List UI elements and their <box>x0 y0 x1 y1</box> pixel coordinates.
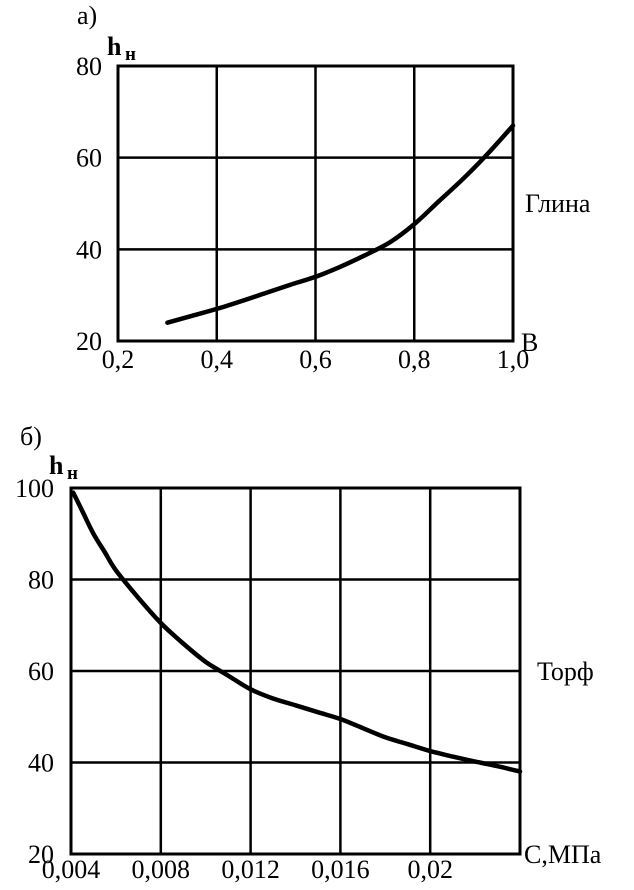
chart-b-y-tick-label: 100 <box>15 474 54 503</box>
chart-b-ylabel: h <box>49 451 64 480</box>
chart-b-ylabel-sub: н <box>67 463 78 484</box>
chart-a-y-axis: 20 40 60 80 <box>76 52 102 356</box>
chart-a-grid <box>118 66 513 341</box>
chart-a-x-tick-label: 0,6 <box>299 345 332 374</box>
chart-b: б) h н Торф C,МПа 20 40 60 80 100 0,004 0,008… <box>15 422 602 884</box>
chart-a-side-label: Глина <box>525 189 591 218</box>
chart-b-panel-label: б) <box>20 422 42 451</box>
chart-b-plot-frame <box>69 486 522 856</box>
chart-b-series-line <box>70 490 523 774</box>
chart-b-x-tick-label: 0,02 <box>407 855 453 884</box>
chart-b-y-axis: 20 40 60 80 100 <box>15 474 54 869</box>
chart-a: а) h н Глина B 20 40 60 80 0,2 0,4 0,6 0,8 1,0 <box>76 1 591 374</box>
chart-b-y-tick-label: 40 <box>28 749 54 778</box>
chart-b-x-tick-label: 0,004 <box>42 855 101 884</box>
chart-b-side-label: Торф <box>537 657 594 686</box>
chart-a-x-tick-label: 0,8 <box>398 345 431 374</box>
chart-a-xlabel: B <box>521 328 538 357</box>
chart-a-panel-label: а) <box>77 1 97 30</box>
chart-a-ylabel: h <box>107 32 122 61</box>
chart-a-ylabel-sub: н <box>125 44 136 65</box>
chart-a-x-tick-label: 0,4 <box>201 345 234 374</box>
chart-b-y-tick-label: 60 <box>28 657 54 686</box>
chart-a-y-tick-label: 80 <box>76 52 102 81</box>
chart-a-x-tick-label: 0,2 <box>102 345 135 374</box>
chart-a-plot-frame <box>116 64 515 343</box>
chart-b-y-tick-label: 20 <box>28 840 54 869</box>
chart-a-x-axis: 0,2 0,4 0,6 0,8 1,0 <box>102 345 530 374</box>
chart-b-x-axis: 0,004 0,008 0,012 0,016 0,02 <box>42 855 453 884</box>
chart-b-xlabel: C,МПа <box>524 840 602 869</box>
chart-b-x-tick-label: 0,012 <box>221 855 280 884</box>
chart-b-x-tick-label: 0,016 <box>311 855 370 884</box>
chart-a-series-line <box>165 123 516 325</box>
chart-b-x-tick-label: 0,008 <box>132 855 191 884</box>
chart-b-grid <box>71 488 520 854</box>
chart-a-y-tick-label: 60 <box>76 144 102 173</box>
chart-a-x-tick-label: 1,0 <box>497 345 530 374</box>
chart-a-y-tick-label: 20 <box>76 327 102 356</box>
chart-a-y-tick-label: 40 <box>76 235 102 264</box>
chart-b-y-tick-label: 80 <box>28 566 54 595</box>
